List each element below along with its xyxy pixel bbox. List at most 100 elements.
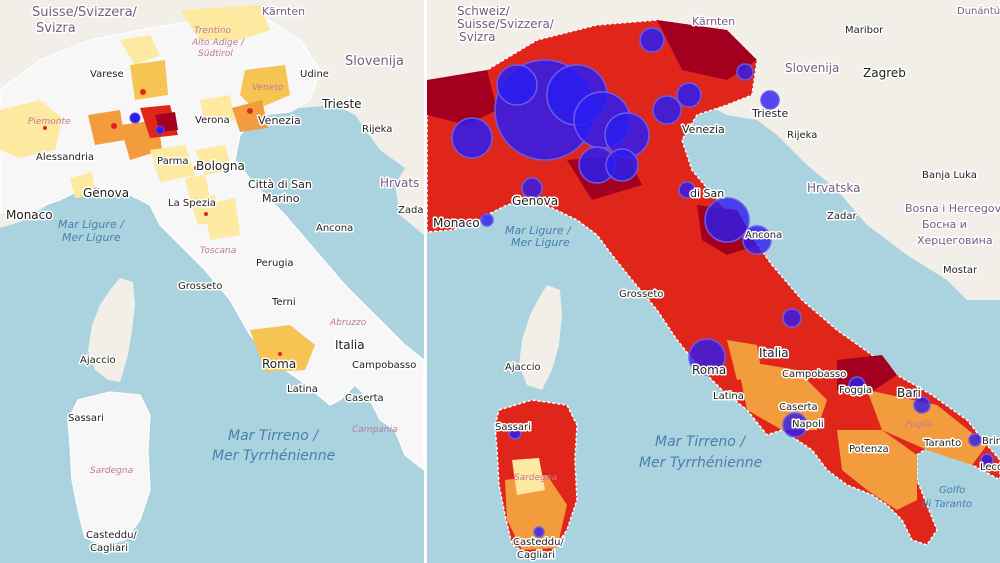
- region-dark-ne: [657, 20, 757, 80]
- case-bubble-varese: [496, 64, 538, 106]
- label-mar-ligure: Mar Ligure /: [58, 218, 125, 231]
- label-schweiz: Schweiz/: [457, 4, 511, 18]
- label-verona: Verona: [195, 115, 230, 126]
- prov-genova: [70, 172, 95, 198]
- label-taranto: Taranto: [923, 438, 961, 449]
- prov-trentino: [180, 5, 270, 40]
- label-karnten: Kärnten: [692, 15, 735, 28]
- label-campobasso: Campobasso: [782, 369, 846, 380]
- label-casteddu: Casteddu/: [86, 530, 137, 541]
- prov-veneto: [240, 65, 290, 110]
- sardinia: [67, 391, 151, 546]
- label-zadar: Zadar: [827, 211, 857, 222]
- label-ajaccio: Ajaccio: [80, 355, 116, 366]
- region-orange-basilicata: [837, 430, 917, 510]
- label-potenza: Potenza: [849, 444, 889, 455]
- label-caserta: Caserta: [779, 402, 818, 413]
- region-dark-nw: [427, 70, 497, 125]
- label-grosseto: Grosseto: [178, 281, 222, 292]
- case-dot: [43, 126, 47, 130]
- case-dot: [204, 212, 208, 216]
- label-dunantul: Dunántúl: [957, 5, 1000, 17]
- case-bubble-lecce: [980, 453, 994, 467]
- prov-pavia: [88, 110, 125, 145]
- prov-parma: [150, 145, 195, 182]
- label-napoli: Napoli: [792, 419, 824, 430]
- label-mer-tyrrhenienne: Mer Tyrrhénienne: [212, 448, 335, 464]
- label-alessandria: Alessandria: [36, 152, 94, 163]
- label-roma: Roma: [692, 363, 726, 377]
- corsica: [519, 285, 562, 390]
- label-monaco: Monaco: [6, 208, 53, 222]
- label-casteddu: Casteddu/: [513, 537, 564, 548]
- label-zagreb: Zagreb: [863, 66, 906, 80]
- label-venezia: Venezia: [258, 114, 301, 127]
- label-svizra: Svizra: [36, 21, 76, 36]
- label-piemonte: Piemonte: [28, 117, 71, 127]
- label-abruzzo: Abruzzo: [329, 318, 367, 328]
- case-bubble-sassari: [508, 426, 522, 440]
- left-map[interactable]: Suisse/Svizzera/ Svizra Kärnten Trentino…: [0, 0, 424, 563]
- label-di-taranto: di Taranto: [922, 499, 972, 510]
- prov-bologna: [195, 145, 232, 175]
- prov-ferrara: [185, 175, 210, 200]
- case-dot: [129, 112, 141, 124]
- case-bubble-napoli: [782, 412, 808, 438]
- case-bubble-genova: [521, 177, 543, 199]
- label-cagliari: Cagliari: [90, 543, 128, 554]
- label-foggia: Foggia: [839, 385, 872, 396]
- case-dot: [247, 108, 253, 114]
- right-map[interactable]: Schweiz/ Suisse/Svizzera/ Svizra Kärnten…: [427, 0, 1000, 563]
- case-bubble-udine: [736, 63, 754, 81]
- label-svizra: Svizra: [459, 30, 496, 44]
- label-latina: Latina: [713, 391, 744, 402]
- case-bubble-torino: [451, 117, 493, 159]
- land-balkans: [395, 168, 424, 235]
- prov-piemonte: [0, 100, 62, 158]
- label-alto-adige: Alto Adige /: [191, 38, 245, 48]
- label-ancona: Ancona: [316, 223, 353, 234]
- case-bubble-trento: [639, 27, 665, 53]
- label-mer-ligure: Mer Ligure: [62, 231, 121, 244]
- label-ajaccio: Ajaccio: [505, 362, 541, 373]
- label-sardegna: Sardegna: [90, 466, 133, 476]
- case-bubble-foggia: [848, 376, 866, 394]
- case-dot: [194, 166, 198, 170]
- case-bubble-rimini: [678, 181, 696, 199]
- prov-venezia: [232, 100, 268, 132]
- label-sassari: Sassari: [495, 422, 531, 433]
- label-ancona: Ancona: [745, 230, 782, 241]
- label-campobasso: Campobasso: [352, 360, 416, 371]
- label-perugia: Perugia: [256, 258, 294, 269]
- right-map-canvas[interactable]: Schweiz/ Suisse/Svizzera/ Svizra Kärnten…: [427, 0, 1000, 563]
- case-bubble-ancona: [742, 225, 772, 255]
- case-bubble-padova: [652, 95, 682, 125]
- label-mar-ligure: Mar Ligure /: [505, 224, 572, 237]
- label-venezia: Venezia: [682, 123, 725, 136]
- label-zadar: Zadar: [398, 205, 424, 216]
- case-bubble-treviso: [676, 82, 702, 108]
- label-hrvats: Hrvats: [380, 176, 419, 190]
- label-maribor: Maribor: [845, 25, 884, 36]
- case-bubble-pescara: [782, 308, 802, 328]
- label-puglia: Puglia: [905, 420, 932, 430]
- label-genova: Genova: [512, 194, 558, 208]
- case-dot: [111, 123, 117, 129]
- label-genova: Genova: [83, 186, 129, 200]
- label-latina: Latina: [287, 384, 318, 395]
- label-bologna: Bologna: [196, 159, 245, 173]
- label-citta-di-san: Città di San: [248, 178, 312, 191]
- label-bosna-cyr: Босна и: [922, 218, 967, 231]
- label-brindisi: Brin: [982, 436, 1000, 447]
- left-map-canvas[interactable]: Suisse/Svizzera/ Svizra Kärnten Trentino…: [0, 0, 424, 563]
- case-bubble-imperia: [480, 213, 494, 227]
- label-parma: Parma: [157, 156, 189, 167]
- label-trentino: Trentino: [194, 26, 231, 36]
- label-terni: Terni: [271, 297, 296, 308]
- case-bubble-brindisi: [968, 433, 982, 447]
- label-slovenija: Slovenija: [345, 54, 404, 69]
- prov-bergamo: [130, 60, 168, 100]
- label-mostar: Mostar: [943, 265, 978, 276]
- label-suisse: Suisse/Svizzera/: [32, 5, 138, 20]
